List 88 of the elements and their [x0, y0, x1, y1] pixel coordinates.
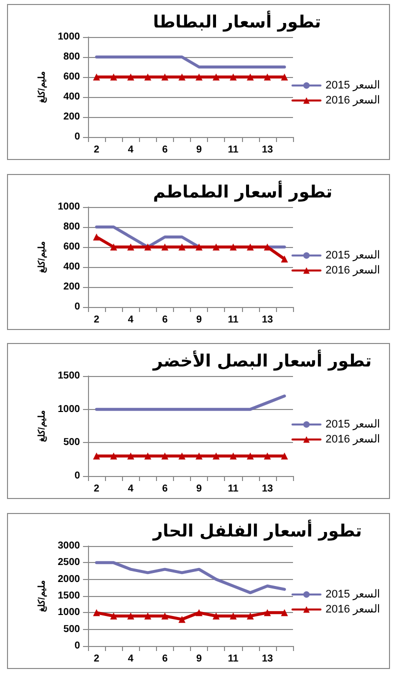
- y-tick-label: 200: [63, 112, 80, 122]
- y-tick-label: 2500: [58, 557, 80, 568]
- point: [161, 244, 168, 250]
- y-tick-label: 1000: [58, 404, 80, 415]
- x-tick-label: 13: [262, 314, 274, 326]
- x-tick-label: 11: [228, 484, 239, 494]
- line-series: [95, 561, 286, 594]
- point: [196, 244, 203, 250]
- chart-title: تطور أسعار البصل الأخضر: [152, 350, 372, 372]
- x-tick-label: 6: [162, 484, 168, 494]
- legend-label: 2016 السعر: [325, 604, 380, 616]
- y-axis-title: مليم/كلغ: [36, 71, 48, 103]
- x-tick-label: 11: [228, 314, 239, 326]
- point: [127, 244, 134, 250]
- y-tick-label: 1000: [58, 607, 80, 618]
- point: [127, 612, 134, 620]
- point: [196, 609, 203, 616]
- point: [230, 244, 237, 250]
- x-tick-label: 6: [162, 144, 168, 156]
- point: [280, 609, 288, 616]
- y-tick-label: 600: [63, 242, 80, 252]
- y-axis-title: مليم/كلغ: [36, 241, 48, 273]
- point: [93, 234, 100, 240]
- x-tick-label: 2: [94, 314, 100, 326]
- point: [178, 244, 186, 250]
- chart-title: تطور أسعار الفلفل الحار: [152, 520, 362, 542]
- x-tick-label: 9: [196, 314, 202, 326]
- x-tick-label: 2: [94, 654, 100, 664]
- point: [230, 612, 237, 620]
- x-tick-label: 13: [262, 654, 274, 664]
- legend-label: 2016 السعر: [325, 94, 380, 106]
- y-tick-label: 600: [63, 72, 80, 82]
- y-tick-label: 0: [74, 470, 80, 482]
- x-tick-label: 4: [128, 314, 134, 326]
- y-tick-label: 200: [63, 282, 80, 292]
- x-tick-label: 13: [262, 144, 274, 156]
- y-axis-title: مليم/كلغ: [36, 410, 48, 442]
- legend-label: 2015 السعر: [325, 80, 380, 92]
- x-tick-label: 9: [196, 144, 202, 156]
- x-tick-label: 6: [162, 314, 168, 326]
- y-tick-label: 1000: [58, 32, 80, 42]
- legend-label: 2015 السعر: [325, 418, 380, 430]
- x-tick-label: 4: [128, 144, 134, 156]
- point: [212, 244, 220, 250]
- point: [144, 244, 152, 250]
- point: [264, 244, 271, 250]
- x-tick-label: 6: [162, 654, 168, 664]
- x-tick-label: 11: [228, 144, 239, 156]
- y-tick-label: 0: [74, 640, 80, 652]
- y-tick-label: 800: [63, 222, 80, 232]
- point: [246, 612, 254, 620]
- y-tick-label: 1500: [58, 590, 80, 602]
- point: [110, 612, 118, 620]
- point: [178, 616, 186, 623]
- x-tick-label: 9: [196, 484, 202, 494]
- y-tick-label: 1000: [58, 202, 80, 212]
- y-axis-title: مليم/كلغ: [36, 580, 48, 612]
- legend-label: 2015 السعر: [325, 588, 380, 600]
- x-tick-label: 13: [262, 484, 274, 494]
- chart-title: تطور أسعار الطماطم: [153, 180, 332, 202]
- legend-label: 2016 السعر: [325, 434, 380, 446]
- y-tick-label: 500: [63, 437, 80, 448]
- y-tick-label: 2000: [58, 574, 80, 585]
- y-tick-label: 800: [63, 52, 80, 62]
- x-tick-label: 2: [94, 484, 100, 494]
- point: [212, 612, 220, 620]
- x-tick-label: 11: [228, 654, 239, 664]
- point: [110, 244, 118, 250]
- x-tick-label: 9: [196, 654, 202, 664]
- point: [246, 244, 254, 250]
- y-tick-label: 0: [74, 132, 80, 142]
- y-tick-label: 500: [63, 624, 80, 635]
- x-tick-label: 2: [94, 144, 100, 156]
- y-tick-label: 3000: [58, 540, 80, 552]
- y-tick-label: 1500: [58, 370, 80, 382]
- chart-title: تطور أسعار البطاطا: [153, 10, 322, 32]
- point: [280, 256, 288, 262]
- y-tick-label: 400: [63, 262, 80, 272]
- y-tick-label: 0: [74, 302, 80, 312]
- y-tick-label: 400: [63, 92, 80, 102]
- point: [144, 612, 152, 620]
- point: [93, 609, 100, 616]
- point: [161, 612, 168, 620]
- x-tick-label: 4: [128, 484, 134, 494]
- legend-label: 2016 السعر: [325, 264, 380, 276]
- legend-label: 2015 السعر: [325, 250, 380, 262]
- x-tick-label: 4: [128, 654, 134, 664]
- point: [264, 609, 271, 616]
